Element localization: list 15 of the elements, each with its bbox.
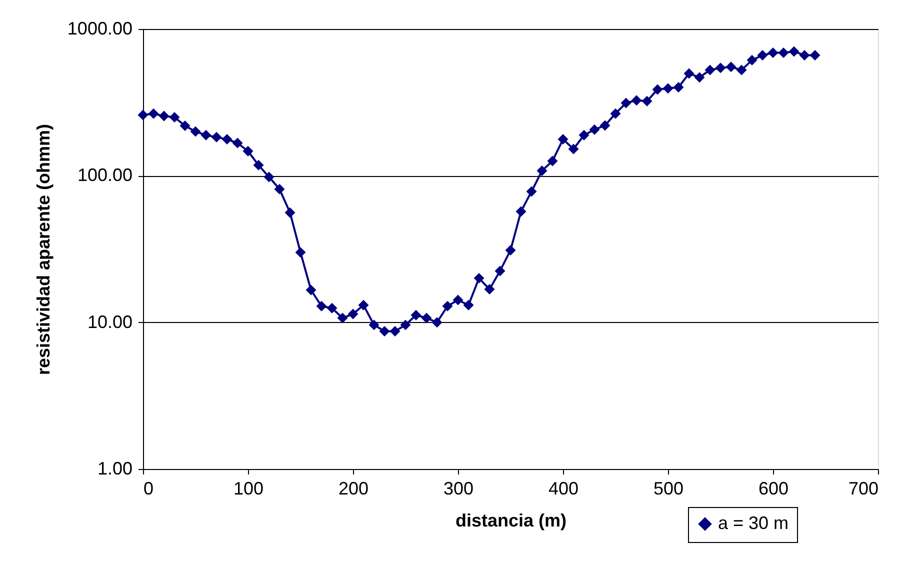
y-axis-title: resistividad aparente (ohmm) (33, 124, 54, 376)
x-tick-label: 200 (338, 478, 369, 498)
y-tick-label: 1.00 (97, 458, 132, 478)
x-tick-label: 700 (848, 478, 878, 498)
y-tick-label: 10.00 (87, 312, 132, 332)
x-tick-label: 600 (758, 478, 789, 498)
legend-label: a = 30 m (718, 513, 789, 533)
x-axis-title: distancia (m) (455, 510, 567, 530)
x-tick-label: 400 (548, 478, 579, 498)
x-tick-label: 300 (443, 478, 474, 498)
y-tick-label: 1000.00 (67, 18, 132, 38)
x-tick-label: 0 (144, 478, 154, 498)
y-tick-label: 100.00 (77, 165, 132, 186)
x-tick-label: 100 (233, 478, 264, 498)
x-tick-label: 500 (653, 478, 684, 498)
